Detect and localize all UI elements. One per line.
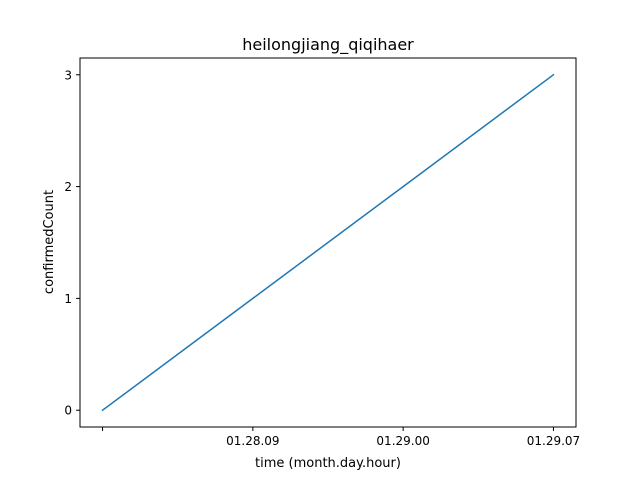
x-tick-label: 01.29.00 [376, 434, 429, 448]
x-tick-label: 01.28.09 [226, 434, 279, 448]
y-axis: 0 1 2 3 [64, 68, 80, 418]
plot-area [101, 73, 555, 412]
y-tick-label: 2 [64, 180, 72, 194]
chart-title: heilongjiang_qiqihaer [242, 35, 414, 55]
x-axis-label: time (month.day.hour) [255, 456, 401, 471]
x-axis: 01.28.09 01.29.00 01.29.07 [102, 427, 580, 448]
y-tick-label: 3 [64, 68, 72, 82]
series-line-0 [101, 73, 555, 412]
axes-frame [79, 57, 577, 428]
y-tick-label: 0 [64, 404, 72, 418]
y-axis-label: confirmedCount [42, 190, 57, 294]
x-tick-label: 01.29.07 [527, 434, 580, 448]
y-tick-label: 1 [64, 292, 72, 306]
